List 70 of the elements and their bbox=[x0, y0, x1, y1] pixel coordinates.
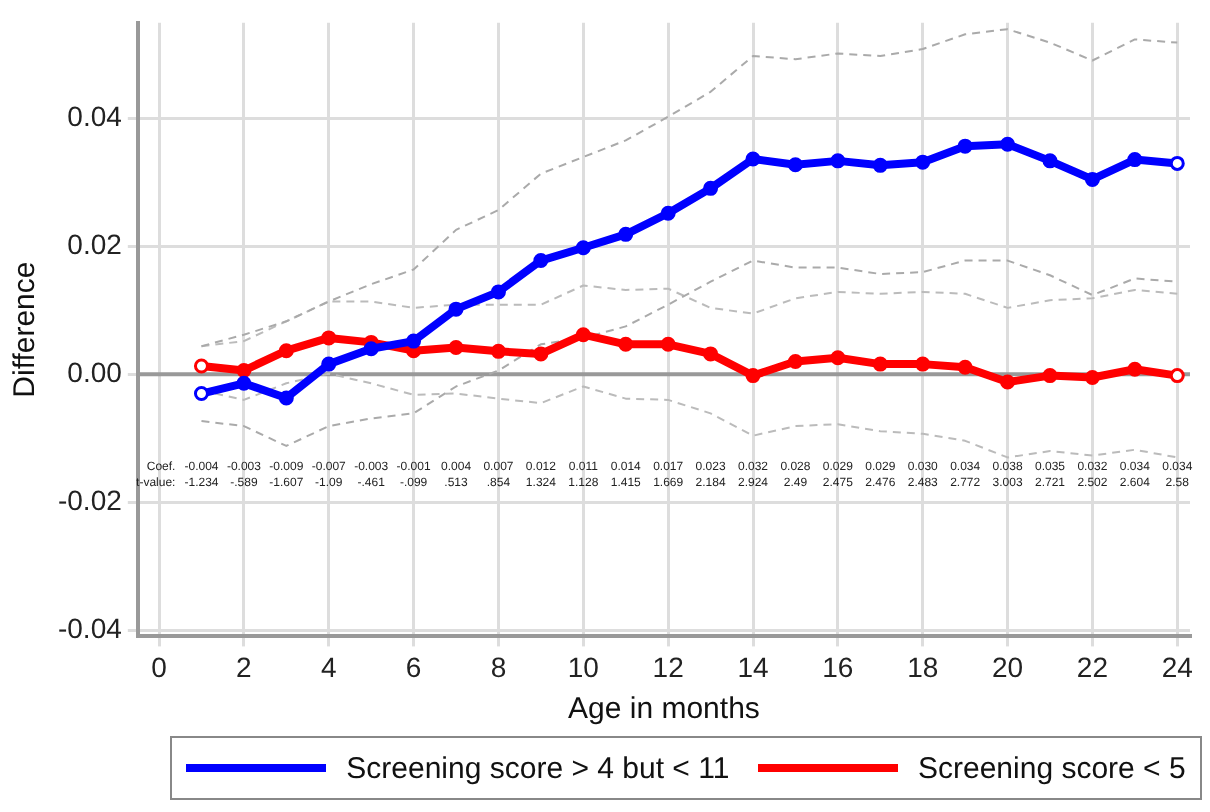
x-tick-label: 2 bbox=[236, 650, 253, 683]
y-tick-label: 0.04 bbox=[67, 100, 123, 133]
point bbox=[957, 359, 973, 375]
point bbox=[533, 253, 549, 269]
y-tick-label: 0.00 bbox=[67, 356, 123, 389]
x-tick-label: 0 bbox=[151, 650, 168, 683]
y-tick-label: -0.02 bbox=[57, 483, 123, 516]
x-tick-label: 12 bbox=[652, 650, 685, 683]
x-tick-label: 10 bbox=[567, 650, 600, 683]
point bbox=[321, 356, 337, 372]
point bbox=[236, 363, 252, 379]
point bbox=[915, 356, 931, 372]
point bbox=[1000, 374, 1016, 390]
x-tick-label: 24 bbox=[1161, 650, 1194, 683]
point bbox=[660, 336, 676, 352]
point bbox=[830, 350, 846, 366]
x-tick-label: 6 bbox=[405, 650, 422, 683]
point bbox=[193, 358, 209, 374]
y-tick-label: 0.02 bbox=[67, 228, 123, 261]
point bbox=[660, 205, 676, 221]
point bbox=[703, 180, 719, 196]
point bbox=[278, 343, 294, 359]
x-tick-label: 20 bbox=[991, 650, 1024, 683]
point bbox=[915, 154, 931, 170]
point bbox=[872, 356, 888, 372]
point bbox=[1000, 136, 1016, 152]
x-tick-label: 22 bbox=[1076, 650, 1109, 683]
point bbox=[1169, 368, 1185, 384]
x-axis-title: Age in months bbox=[568, 692, 760, 727]
line-series bbox=[200, 284, 1179, 348]
point bbox=[1084, 370, 1100, 386]
point bbox=[575, 327, 591, 343]
legend-label: Screening score < 5 bbox=[918, 751, 1186, 785]
point bbox=[278, 390, 294, 406]
point bbox=[1127, 361, 1143, 377]
point bbox=[1042, 153, 1058, 169]
point bbox=[533, 346, 549, 362]
x-tick-label: 18 bbox=[907, 650, 939, 683]
x-tick-label: 16 bbox=[822, 650, 854, 683]
point bbox=[321, 330, 337, 346]
point bbox=[1042, 368, 1058, 384]
point bbox=[490, 343, 506, 359]
point bbox=[1084, 171, 1100, 187]
point bbox=[872, 157, 888, 173]
point bbox=[1127, 152, 1143, 168]
point bbox=[1169, 155, 1185, 171]
point bbox=[193, 386, 209, 402]
point bbox=[448, 301, 464, 317]
point bbox=[363, 341, 379, 357]
point bbox=[957, 138, 973, 154]
point bbox=[787, 157, 803, 173]
point bbox=[745, 151, 761, 167]
x-tick-label: 14 bbox=[737, 650, 769, 683]
point bbox=[830, 153, 846, 169]
point bbox=[745, 368, 761, 384]
point bbox=[448, 340, 464, 355]
y-tick-label: -0.04 bbox=[57, 611, 123, 644]
point bbox=[236, 375, 252, 391]
point bbox=[618, 336, 634, 352]
point bbox=[703, 346, 719, 362]
point bbox=[575, 240, 591, 256]
point bbox=[618, 226, 634, 242]
point bbox=[490, 284, 506, 300]
line-series bbox=[200, 28, 1179, 348]
point bbox=[406, 333, 422, 349]
y-axis-title: Difference bbox=[8, 261, 43, 398]
legend-label: Screening score > 4 but < 11 bbox=[346, 751, 730, 785]
x-tick-label: 8 bbox=[490, 650, 507, 683]
point bbox=[787, 354, 803, 370]
x-tick-label: 4 bbox=[320, 650, 337, 683]
